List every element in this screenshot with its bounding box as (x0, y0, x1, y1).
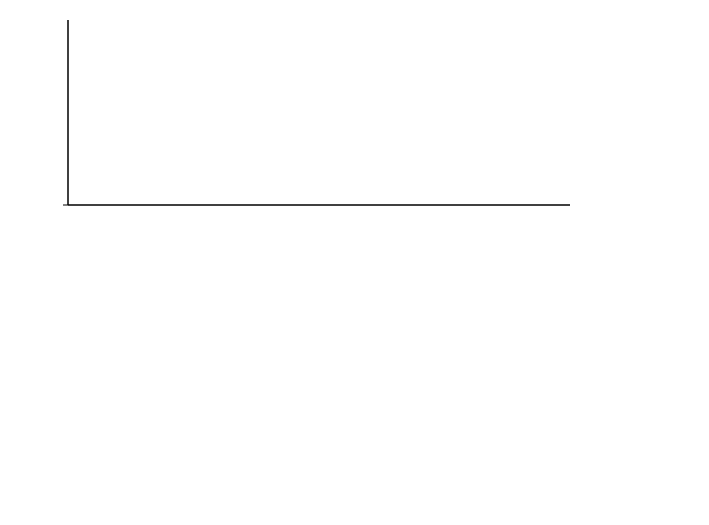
chart-svg (0, 0, 709, 525)
figure (0, 0, 709, 525)
